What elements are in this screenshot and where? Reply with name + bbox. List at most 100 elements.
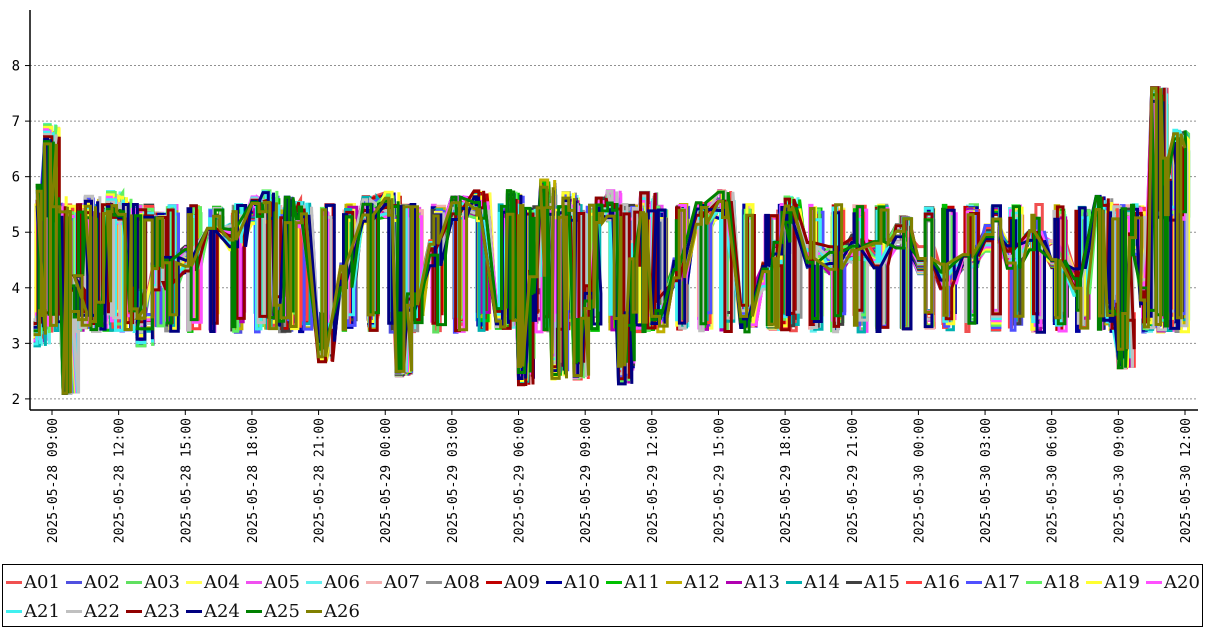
legend-label: A18 xyxy=(1044,572,1080,593)
legend-swatch xyxy=(1086,581,1102,584)
series-layer xyxy=(33,86,1191,395)
x-tick-label: 2025-05-29 09:00 xyxy=(579,418,594,543)
legend-item-A09: A09 xyxy=(486,572,546,593)
legend-label: A13 xyxy=(744,572,780,593)
legend-label: A22 xyxy=(84,601,120,622)
legend-label: A14 xyxy=(804,572,840,593)
legend-swatch xyxy=(126,610,142,613)
y-tick-label: 7 xyxy=(12,114,20,130)
y-tick-label: 3 xyxy=(12,336,20,352)
legend-item-A17: A17 xyxy=(966,572,1026,593)
legend-swatch xyxy=(426,581,442,584)
legend-label: A07 xyxy=(384,572,420,593)
x-tick-label: 2025-05-29 03:00 xyxy=(446,418,461,543)
legend-label: A23 xyxy=(144,601,180,622)
legend-item-A10: A10 xyxy=(546,572,606,593)
legend-label: A25 xyxy=(264,601,300,622)
legend-label: A24 xyxy=(204,601,240,622)
legend-item-A26: A26 xyxy=(306,601,366,622)
legend-label: A05 xyxy=(264,572,300,593)
legend-label: A19 xyxy=(1104,572,1140,593)
x-tick-label: 2025-05-30 00:00 xyxy=(912,418,927,543)
legend-label: A17 xyxy=(984,572,1020,593)
legend-label: A03 xyxy=(144,572,180,593)
legend-label: A16 xyxy=(924,572,960,593)
legend-swatch xyxy=(666,581,682,584)
legend-item-A01: A01 xyxy=(6,572,66,593)
x-tick-label: 2025-05-29 06:00 xyxy=(513,418,528,543)
legend-swatch xyxy=(186,610,202,613)
legend-item-A08: A08 xyxy=(426,572,486,593)
x-tick-label: 2025-05-30 03:00 xyxy=(979,418,994,543)
x-tick-label: 2025-05-28 15:00 xyxy=(179,418,194,543)
legend-item-A03: A03 xyxy=(126,572,186,593)
legend-swatch xyxy=(366,581,382,584)
legend-label: A04 xyxy=(204,572,240,593)
legend-swatch xyxy=(1026,581,1042,584)
x-tick-label: 2025-05-29 12:00 xyxy=(646,418,661,543)
x-tick-label: 2025-05-29 15:00 xyxy=(712,418,727,543)
legend-item-A05: A05 xyxy=(246,572,306,593)
legend-item-A23: A23 xyxy=(126,601,186,622)
x-tick-label: 2025-05-28 18:00 xyxy=(246,418,261,543)
y-tick-label: 6 xyxy=(12,170,20,186)
x-tick-label: 2025-05-29 00:00 xyxy=(379,418,394,543)
legend-swatch xyxy=(6,581,22,584)
legend-swatch xyxy=(126,581,142,584)
legend-label: A11 xyxy=(624,572,660,593)
legend-label: A02 xyxy=(84,572,120,593)
y-tick-label: 8 xyxy=(12,59,20,75)
x-tick-label: 2025-05-30 09:00 xyxy=(1112,418,1127,543)
legend-swatch xyxy=(906,581,922,584)
legend-label: A26 xyxy=(324,601,360,622)
legend-item-A06: A06 xyxy=(306,572,366,593)
legend-label: A15 xyxy=(864,572,900,593)
legend-item-A20: A20 xyxy=(1146,572,1206,593)
series-line-A26 xyxy=(33,86,1187,395)
legend-item-A21: A21 xyxy=(6,601,66,622)
legend-item-A19: A19 xyxy=(1086,572,1146,593)
legend-swatch xyxy=(306,610,322,613)
legend-swatch xyxy=(846,581,862,584)
x-tick-label: 2025-05-28 09:00 xyxy=(46,418,61,543)
legend-row: A21 A22 A23 A24 A25 A26 xyxy=(6,597,1202,626)
legend-swatch xyxy=(246,581,262,584)
x-tick-label: 2025-05-30 06:00 xyxy=(1046,418,1061,543)
series-line-A24 xyxy=(33,99,1186,395)
legend-item-A14: A14 xyxy=(786,572,846,593)
legend-item-A04: A04 xyxy=(186,572,246,593)
legend-row: A01 A02 A03 A04 A05 A06 A07 A08 A09 A10 A11 A12 A13 A… xyxy=(6,568,1202,597)
y-tick-label: 5 xyxy=(12,225,20,241)
legend-swatch xyxy=(1146,581,1162,584)
x-tick-label: 2025-05-29 18:00 xyxy=(779,418,794,543)
legend-swatch xyxy=(6,610,22,613)
legend-item-A07: A07 xyxy=(366,572,426,593)
legend-swatch xyxy=(486,581,502,584)
x-tick-label: 2025-05-28 12:00 xyxy=(113,418,128,543)
legend-label: A21 xyxy=(24,601,60,622)
legend-swatch xyxy=(66,581,82,584)
legend-item-A25: A25 xyxy=(246,601,306,622)
legend-swatch xyxy=(186,581,202,584)
legend-swatch xyxy=(786,581,802,584)
legend-item-A11: A11 xyxy=(606,572,666,593)
legend-swatch xyxy=(66,610,82,613)
legend-label: A01 xyxy=(24,572,60,593)
legend-item-A13: A13 xyxy=(726,572,786,593)
legend: A01 A02 A03 A04 A05 A06 A07 A08 A09 A10 A11 A12 A13 A… xyxy=(2,564,1203,627)
legend-item-A24: A24 xyxy=(186,601,246,622)
legend-item-A02: A02 xyxy=(66,572,126,593)
x-tick-label: 2025-05-30 12:00 xyxy=(1179,418,1194,543)
legend-label: A12 xyxy=(684,572,720,593)
y-tick-label: 2 xyxy=(12,392,20,408)
legend-swatch xyxy=(306,581,322,584)
y-tick-labels: 2 3 4 5 6 7 8 xyxy=(12,59,30,408)
legend-item-A12: A12 xyxy=(666,572,726,593)
legend-swatch xyxy=(966,581,982,584)
x-tick-labels: 2025-05-28 09:00 2025-05-28 12:00 2025-05-… xyxy=(46,410,1194,543)
legend-label: A09 xyxy=(504,572,540,593)
legend-label: A20 xyxy=(1164,572,1200,593)
legend-swatch xyxy=(546,581,562,584)
chart: 2 3 4 5 6 7 8 2025-05-28 09:00 2025-05-28 12:00… xyxy=(12,10,1198,543)
legend-item-A18: A18 xyxy=(1026,572,1086,593)
